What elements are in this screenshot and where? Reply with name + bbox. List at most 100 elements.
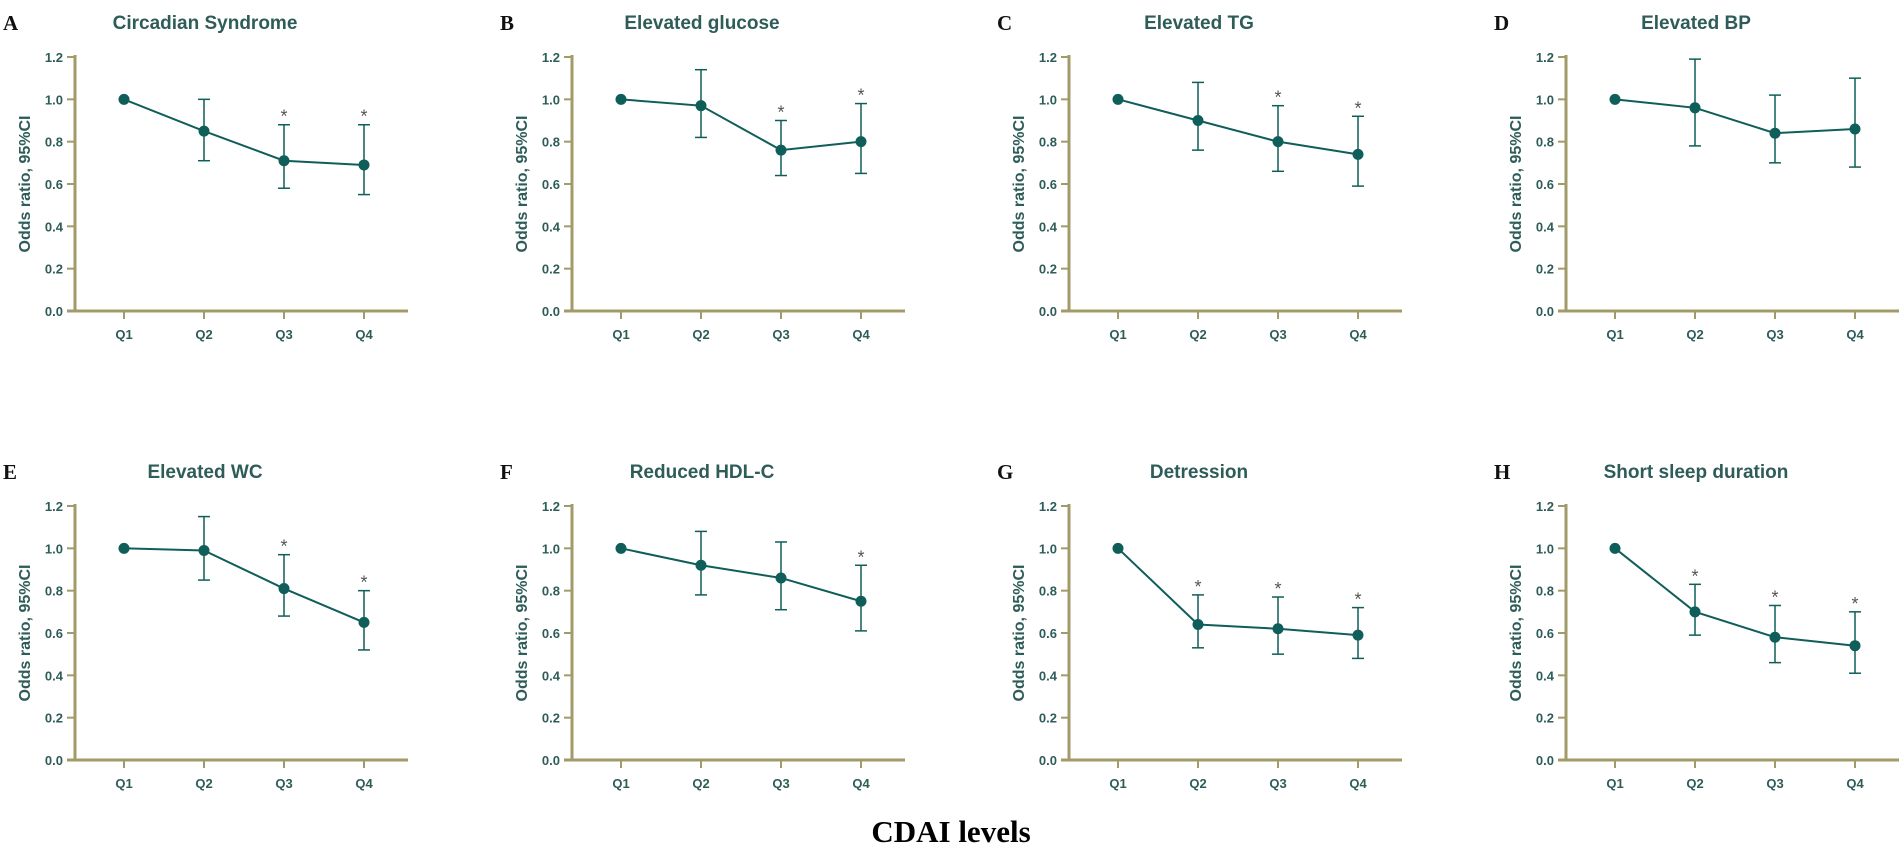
series-line [1614, 98, 1856, 135]
data-point [358, 616, 370, 628]
x-tick-label: Q3 [275, 776, 292, 791]
y-axis-label: Odds ratio, 95%CI [17, 116, 34, 253]
y-tick-label: 0.2 [1536, 262, 1554, 277]
significance-star: * [1354, 590, 1361, 610]
y-tick-label: 0.0 [1536, 304, 1554, 319]
data-point [1272, 136, 1284, 148]
data-point [695, 559, 707, 571]
x-tick-label: Q3 [1766, 776, 1783, 791]
y-tick-label: 0.0 [1536, 753, 1554, 768]
y-tick-label: 0.6 [542, 177, 560, 192]
series-line [620, 98, 862, 152]
series-line [620, 547, 862, 603]
data-point [118, 93, 130, 105]
significance-star: * [1274, 579, 1281, 599]
x-tick-label: Q4 [355, 327, 373, 342]
data-point [695, 100, 707, 112]
x-tick-label: Q4 [1349, 776, 1367, 791]
panel-letter: F [500, 460, 513, 484]
x-tick-label: Q3 [772, 776, 789, 791]
data-point [1352, 148, 1364, 160]
x-tick-label: Q2 [1189, 327, 1206, 342]
x-tick-label: Q4 [1349, 327, 1367, 342]
significance-star: * [1194, 577, 1201, 597]
y-tick-label: 0.0 [45, 304, 63, 319]
y-tick-label: 1.0 [45, 541, 63, 556]
y-tick-label: 1.0 [542, 541, 560, 556]
y-tick-label: 1.2 [45, 499, 63, 514]
panel-letter: C [997, 11, 1012, 35]
data-point [775, 144, 787, 156]
x-tick-label: Q2 [195, 776, 212, 791]
x-tick-label: Q4 [852, 327, 870, 342]
panel-g: G Detression Odds ratio, 95%CI 0.0 0.2 0.4 0.6… [997, 460, 1402, 791]
y-tick-label: 0.0 [45, 753, 63, 768]
panel-title: Elevated BP [1641, 13, 1751, 34]
data-point [1192, 115, 1204, 126]
x-tick-label: Q1 [115, 327, 132, 342]
data-point [1352, 629, 1364, 641]
panel-letter: D [1494, 11, 1509, 35]
panel-h: H Short sleep duration Odds ratio, 95%CI 0.… [1494, 460, 1899, 791]
significance-star: * [1851, 594, 1858, 614]
y-tick-label: 0.4 [542, 219, 561, 234]
panel-f: F Reduced HDL-C Odds ratio, 95%CI 0.0 0.2 0.4… [500, 460, 905, 791]
y-tick-label: 1.2 [1039, 499, 1057, 514]
y-tick-label: 0.4 [542, 668, 561, 683]
x-tick-label: Q1 [1606, 776, 1623, 791]
y-tick-label: 0.6 [1536, 626, 1554, 641]
significance-star: * [280, 107, 287, 127]
y-tick-label: 0.4 [1536, 668, 1555, 683]
x-tick-label: Q3 [1269, 776, 1286, 791]
panel-title: Elevated glucose [624, 13, 779, 34]
series-line [123, 98, 365, 166]
data-point [1112, 93, 1124, 105]
data-point [615, 542, 627, 554]
data-point [855, 136, 867, 148]
data-point [1689, 102, 1701, 114]
data-point [1689, 606, 1701, 618]
significance-star: * [1354, 98, 1361, 118]
y-tick-label: 0.4 [45, 219, 64, 234]
panel-title: Short sleep duration [1604, 462, 1789, 483]
data-point [118, 542, 130, 554]
y-tick-label: 1.0 [1039, 541, 1057, 556]
panel-d: D Elevated BP Odds ratio, 95%CI 0.0 0.2 0.4 0.… [1494, 11, 1899, 342]
y-tick-label: 0.6 [1039, 626, 1057, 641]
y-tick-label: 0.8 [1039, 584, 1057, 599]
y-tick-label: 0.4 [1039, 219, 1058, 234]
panel-title: Elevated WC [147, 462, 262, 483]
data-point [198, 544, 210, 556]
y-tick-label: 0.6 [1039, 177, 1057, 192]
y-tick-label: 1.0 [45, 92, 63, 107]
y-tick-label: 0.8 [542, 135, 560, 150]
x-tick-label: Q1 [1109, 776, 1126, 791]
significance-star: * [280, 537, 287, 557]
data-point [1192, 619, 1204, 631]
y-axis-label: Odds ratio, 95%CI [1508, 565, 1525, 702]
y-tick-label: 1.2 [1039, 50, 1057, 65]
y-tick-label: 0.4 [1536, 219, 1555, 234]
data-point [775, 572, 787, 584]
x-tick-label: Q1 [1109, 327, 1126, 342]
x-tick-label: Q4 [1846, 327, 1864, 342]
series-line [1117, 547, 1359, 637]
data-point [1849, 640, 1861, 652]
significance-star: * [1274, 88, 1281, 108]
x-tick-label: Q1 [612, 776, 629, 791]
series-line [1117, 98, 1359, 156]
data-point [1609, 93, 1621, 105]
panel-e: E Elevated WC Odds ratio, 95%CI 0.0 0.2 0.4 0.… [3, 460, 408, 791]
y-tick-label: 0.0 [1039, 753, 1057, 768]
data-point [358, 159, 370, 171]
x-tick-label: Q4 [852, 776, 870, 791]
y-tick-label: 0.4 [1039, 668, 1058, 683]
x-tick-label: Q2 [692, 776, 709, 791]
significance-star: * [857, 547, 864, 567]
data-point [1609, 542, 1621, 554]
y-tick-label: 1.0 [1039, 92, 1057, 107]
panel-c: C Elevated TG Odds ratio, 95%CI 0.0 0.2 0.4 0.… [997, 11, 1402, 342]
y-tick-label: 0.6 [542, 626, 560, 641]
panel-letter: A [3, 11, 19, 35]
